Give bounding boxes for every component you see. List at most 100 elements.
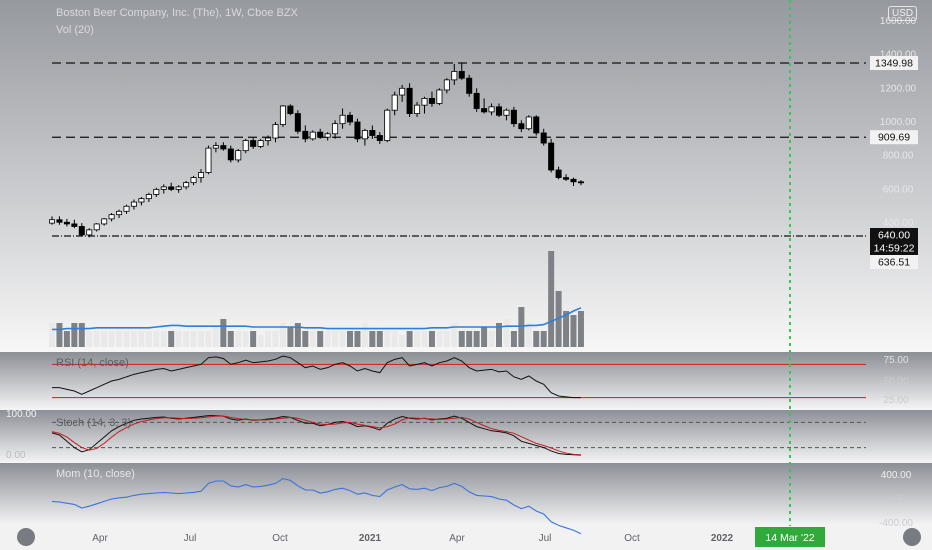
candle-body bbox=[548, 142, 555, 171]
candle-body bbox=[302, 130, 309, 140]
price-tick-label: 1400.00 bbox=[880, 50, 917, 61]
rsi-tick-label: 50.00 bbox=[883, 376, 908, 387]
volume-bar bbox=[496, 323, 502, 347]
candle-body bbox=[101, 218, 108, 225]
price-tick-label: 1600.00 bbox=[880, 16, 917, 27]
candle-body bbox=[324, 133, 331, 138]
volume-bar bbox=[406, 331, 413, 347]
time-tick-label: Apr bbox=[92, 533, 108, 544]
volume-bar bbox=[533, 331, 540, 347]
candle-body bbox=[555, 169, 562, 179]
volume-bar bbox=[443, 331, 450, 347]
volume-bar bbox=[570, 315, 577, 347]
volume-bar bbox=[481, 327, 488, 347]
price-tag-label: 636.51 bbox=[878, 257, 910, 269]
stoch-tick-label: 100.00 bbox=[6, 409, 37, 420]
price-tag-label: 640.00 bbox=[878, 230, 910, 242]
candlesticks[interactable] bbox=[49, 63, 584, 238]
candle-body bbox=[145, 194, 152, 200]
volume-bar bbox=[317, 331, 324, 347]
volume-bars bbox=[49, 251, 584, 347]
volume-bar bbox=[302, 331, 309, 347]
right-scroll-handle[interactable] bbox=[903, 528, 921, 546]
price-tag-bg bbox=[870, 255, 918, 269]
rsi-line bbox=[52, 355, 581, 399]
candle-body bbox=[78, 226, 85, 236]
volume-bar bbox=[93, 331, 100, 347]
candle-body bbox=[309, 131, 316, 140]
volume-bar bbox=[548, 251, 555, 347]
candle-body bbox=[458, 71, 465, 79]
candle-body bbox=[86, 229, 93, 236]
candle-body bbox=[272, 124, 279, 139]
volume-bar bbox=[503, 319, 510, 347]
time-axis[interactable]: Apr Jul Oct 2021 Apr Jul Oct 2022 14 Mar '22 bbox=[92, 527, 825, 547]
candle-body bbox=[123, 205, 130, 212]
candle-body bbox=[287, 105, 294, 114]
volume-bar bbox=[250, 331, 257, 347]
volume-bar bbox=[361, 323, 368, 347]
candle-body bbox=[354, 121, 361, 140]
volume-bar bbox=[339, 331, 346, 347]
candle-body bbox=[406, 87, 413, 114]
candle-body bbox=[481, 108, 488, 113]
stoch-d-line bbox=[51, 415, 581, 456]
candle-body bbox=[421, 98, 428, 106]
price-tag-label: 909.69 bbox=[878, 132, 910, 144]
candle-body bbox=[183, 182, 190, 188]
candle-body bbox=[376, 135, 383, 141]
left-scroll-handle[interactable] bbox=[17, 528, 35, 546]
candle-body bbox=[540, 132, 547, 144]
volume-bar bbox=[347, 331, 353, 347]
time-tick-label: Jul bbox=[184, 533, 197, 544]
mom-tick-label: 0.00 bbox=[886, 494, 906, 505]
volume-bar bbox=[160, 331, 167, 347]
rsi-pane-bg bbox=[0, 352, 932, 410]
time-tick-label: 2022 bbox=[711, 533, 734, 544]
price-tag-label: 1349.98 bbox=[875, 58, 913, 70]
currency-badge[interactable]: USD bbox=[888, 6, 918, 21]
volume-bar bbox=[414, 331, 421, 347]
volume-bar bbox=[242, 331, 249, 347]
mom-line bbox=[51, 478, 582, 535]
candle-body bbox=[436, 89, 443, 104]
volume-bar bbox=[145, 331, 152, 347]
volume-bar bbox=[153, 331, 160, 347]
candle-body bbox=[108, 214, 115, 220]
candle-body bbox=[227, 148, 234, 161]
candle-body bbox=[49, 219, 56, 224]
volume-bar bbox=[138, 331, 145, 347]
candle-body bbox=[175, 186, 182, 190]
volume-bar bbox=[294, 323, 301, 347]
volume-bar bbox=[369, 331, 376, 347]
candle-body bbox=[63, 221, 70, 225]
volume-bar bbox=[63, 331, 70, 347]
candle-body bbox=[212, 145, 219, 149]
volume-bar bbox=[116, 331, 123, 347]
volume-bar bbox=[257, 335, 264, 347]
price-tick-label: 600.00 bbox=[883, 184, 914, 195]
candle-body bbox=[235, 150, 242, 161]
candle-body bbox=[414, 104, 421, 114]
volume-bar bbox=[510, 331, 517, 347]
price-tag-bg bbox=[870, 130, 918, 145]
mom-pane-bg bbox=[0, 463, 932, 526]
candle-body bbox=[168, 186, 175, 190]
candle-body bbox=[197, 172, 204, 179]
candle-body bbox=[71, 223, 78, 227]
time-tick-label: 2021 bbox=[359, 533, 382, 544]
candle-body bbox=[451, 71, 458, 81]
candle-body bbox=[242, 140, 249, 152]
volume-bar bbox=[577, 311, 584, 347]
candle-body bbox=[563, 177, 570, 180]
mom-label: Mom (10, close) bbox=[56, 468, 135, 480]
volume-bar bbox=[279, 323, 286, 347]
candle-body bbox=[93, 223, 100, 231]
price-tick-label: 400.00 bbox=[883, 218, 914, 229]
volume-bar bbox=[265, 331, 272, 347]
volume-bar bbox=[205, 331, 212, 347]
candle-body bbox=[153, 188, 160, 195]
volume-bar bbox=[49, 323, 55, 347]
